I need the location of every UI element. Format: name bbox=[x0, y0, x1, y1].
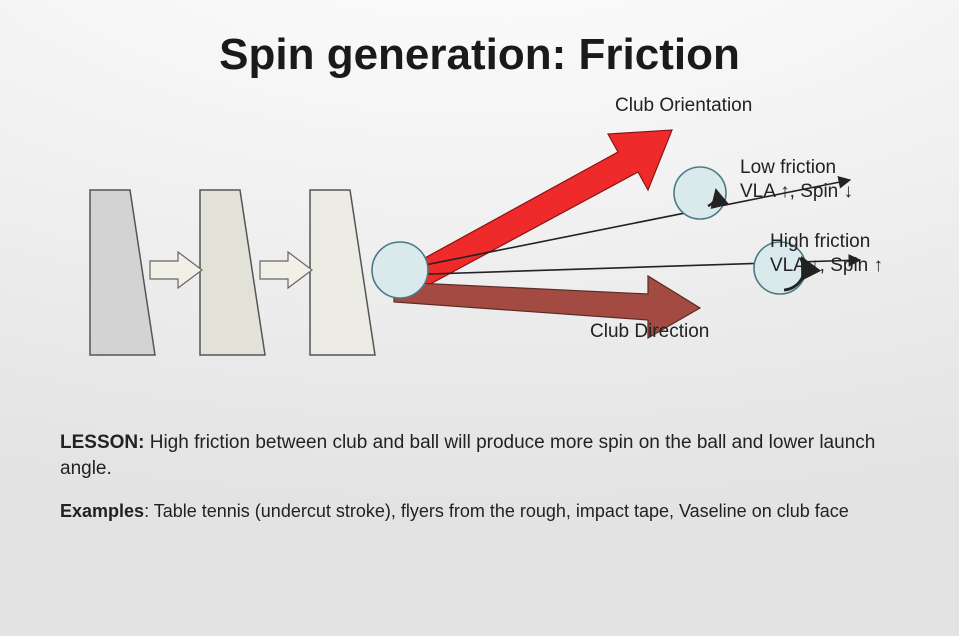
low-friction-label: Low friction VLA ↑, Spin ↓ bbox=[740, 156, 853, 204]
clubhead-3 bbox=[310, 190, 375, 355]
high-friction-line2: VLA ↓, Spin ↑ bbox=[770, 254, 900, 278]
low-friction-line2: VLA ↑, Spin ↓ bbox=[740, 180, 853, 204]
impact-ball bbox=[372, 242, 428, 298]
lesson-label: LESSON: bbox=[60, 432, 144, 453]
low-friction-line1: Low friction bbox=[740, 156, 853, 180]
examples-text: : Table tennis (undercut stroke), flyers… bbox=[144, 501, 849, 521]
high-friction-label: High friction VLA ↓, Spin ↑ bbox=[770, 230, 900, 278]
clubhead-2 bbox=[200, 190, 265, 355]
examples-paragraph: Examples: Table tennis (undercut stroke)… bbox=[60, 499, 899, 523]
lesson-text: High friction between club and ball will… bbox=[60, 432, 875, 479]
slide: Spin generation: Friction bbox=[0, 0, 959, 636]
low-friction-ball bbox=[674, 167, 726, 219]
high-friction-line1: High friction bbox=[770, 230, 900, 254]
slide-title: Spin generation: Friction bbox=[60, 30, 899, 80]
friction-diagram: Club Orientation Low friction VLA ↑, Spi… bbox=[60, 90, 900, 420]
club-orientation-label: Club Orientation bbox=[615, 94, 752, 118]
club-direction-label: Club Direction bbox=[590, 320, 709, 344]
motion-arrow-1 bbox=[150, 252, 202, 288]
clubhead-1 bbox=[90, 190, 155, 355]
motion-arrow-2 bbox=[260, 252, 312, 288]
examples-label: Examples bbox=[60, 501, 144, 521]
lesson-paragraph: LESSON: High friction between club and b… bbox=[60, 430, 899, 481]
